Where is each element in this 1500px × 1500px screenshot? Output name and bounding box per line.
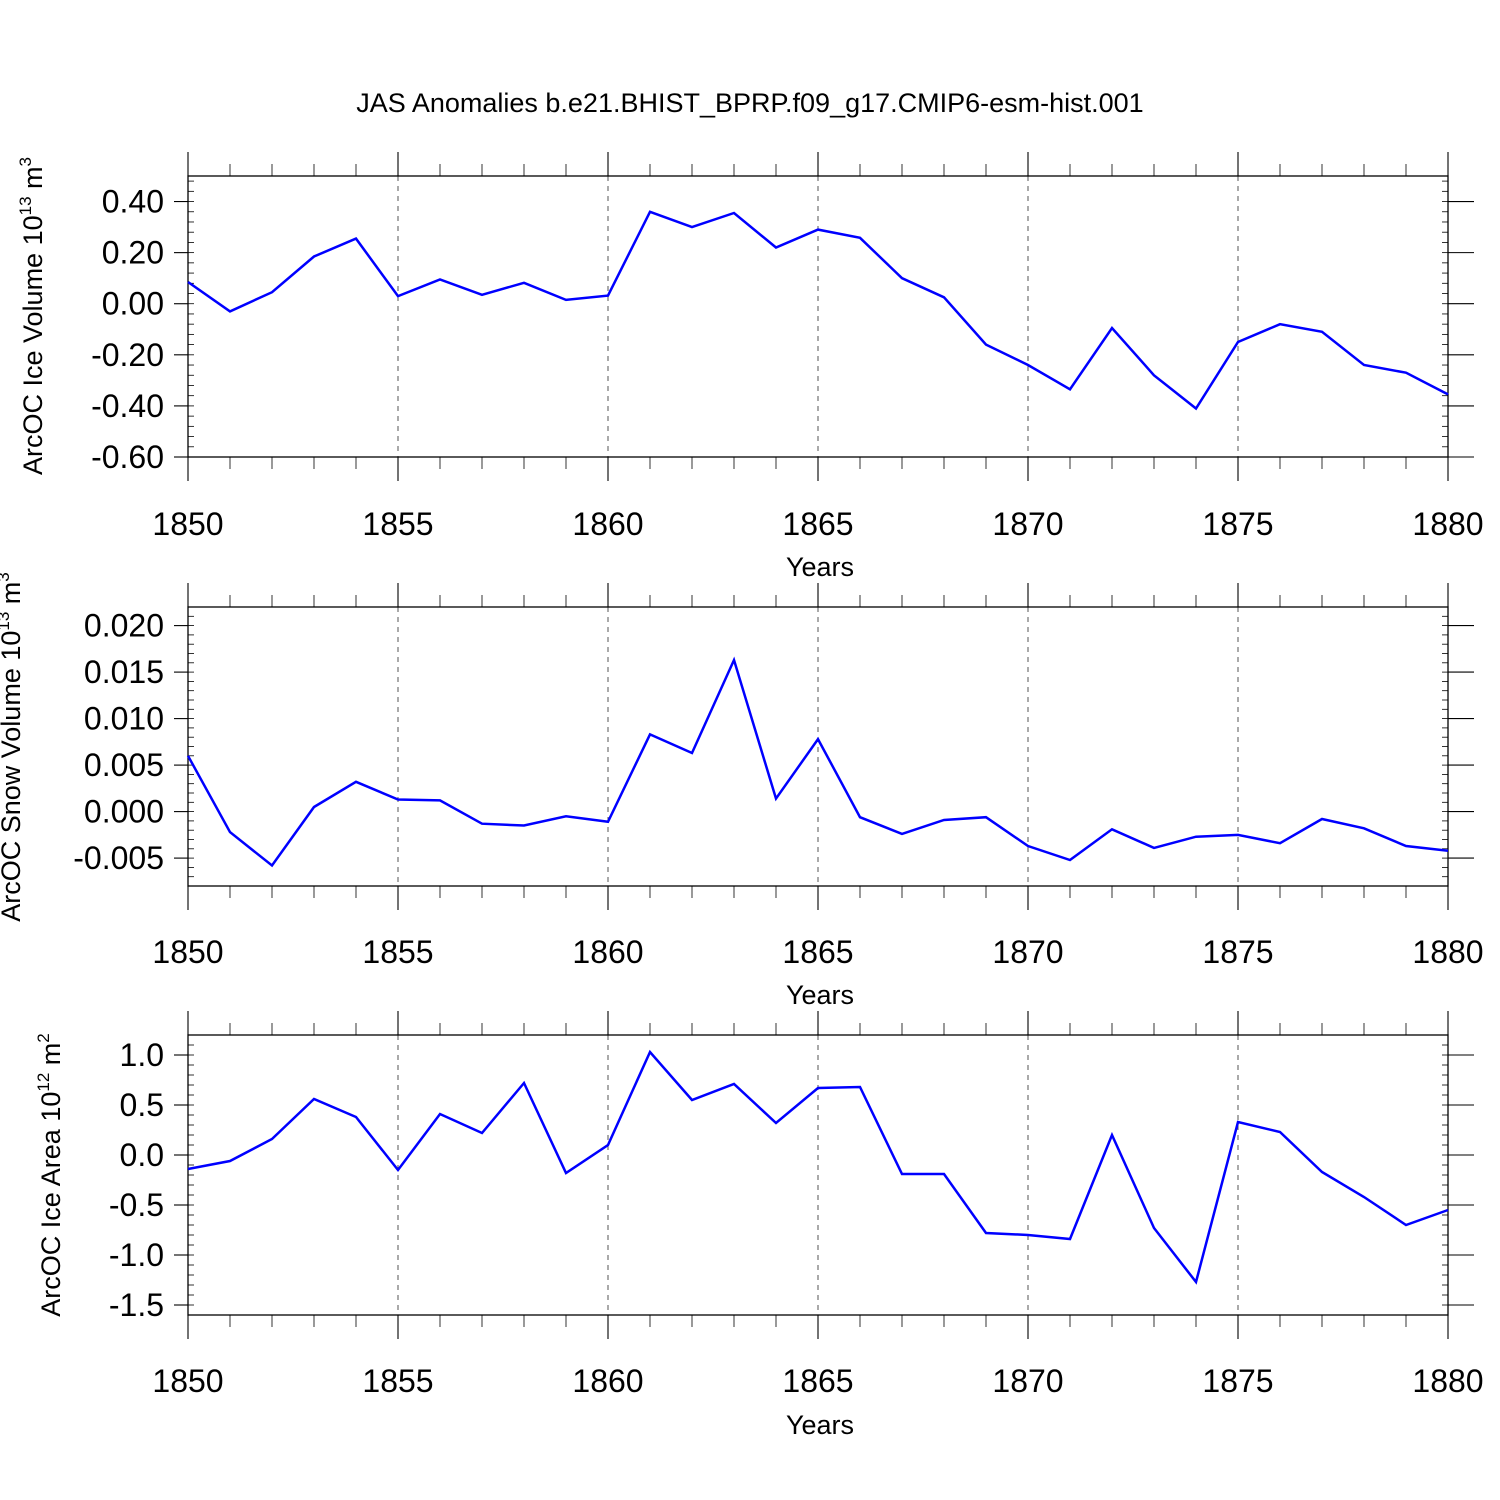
y-axis-title-unit: m: [36, 1043, 66, 1073]
y-axis-title-text: ArcOC Snow Volume 10: [0, 631, 26, 922]
x-tick-label: 1855: [362, 506, 433, 542]
y-tick-label: 0.020: [84, 608, 164, 644]
x-tick-label: 1875: [1202, 934, 1273, 970]
x-tick-label: 1865: [782, 506, 853, 542]
y-axis-title-exponent: 13: [0, 612, 13, 631]
x-tick-label: 1855: [362, 934, 433, 970]
y-tick-label: 0.015: [84, 654, 164, 690]
figure-title: JAS Anomalies b.e21.BHIST_BPRP.f09_g17.C…: [356, 88, 1143, 118]
y-tick-label: -0.005: [73, 840, 164, 876]
x-tick-label: 1880: [1412, 934, 1483, 970]
x-tick-label: 1850: [152, 934, 223, 970]
y-axis-title: ArcOC Snow Volume 1013 m3: [0, 572, 26, 922]
x-tick-label: 1875: [1202, 506, 1273, 542]
x-tick-label: 1865: [782, 1363, 853, 1399]
x-tick-label: 1850: [152, 506, 223, 542]
y-tick-label: 0.5: [120, 1087, 164, 1123]
x-tick-label: 1870: [992, 506, 1063, 542]
y-tick-label: -0.40: [91, 388, 164, 424]
y-axis-title-text: ArcOC Ice Area 10: [36, 1092, 66, 1317]
x-axis-title: Years: [786, 1410, 854, 1440]
x-tick-label: 1850: [152, 1363, 223, 1399]
y-tick-label: 1.0: [120, 1037, 164, 1073]
y-tick-label: 0.20: [102, 235, 164, 271]
x-tick-label: 1855: [362, 1363, 433, 1399]
y-tick-label: -1.5: [109, 1287, 164, 1323]
x-axis-title: Years: [786, 552, 854, 582]
y-tick-label: -0.20: [91, 337, 164, 373]
x-axis-title: Years: [786, 980, 854, 1010]
y-axis-title-unit-exponent: 3: [16, 157, 35, 166]
x-tick-label: 1870: [992, 934, 1063, 970]
x-tick-label: 1860: [572, 506, 643, 542]
x-tick-label: 1870: [992, 1363, 1063, 1399]
data-series-line: [186, 656, 1449, 868]
y-axis-title-exponent: 13: [16, 196, 35, 215]
y-axis-title-text: ArcOC Ice Volume 10: [18, 215, 48, 475]
x-tick-label: 1860: [572, 1363, 643, 1399]
y-axis-title-unit: m: [18, 166, 48, 196]
y-tick-label: 0.000: [84, 794, 164, 830]
chart-panel-3: -1.5 -1.0 -0.5 0.0 0.5 1.0 1850 1855 1860 1865 187…: [34, 1011, 1484, 1440]
x-tick-label: 1875: [1202, 1363, 1273, 1399]
data-series-line: [187, 210, 1449, 411]
y-tick-label: 0.010: [84, 701, 164, 737]
y-axis-title-unit-exponent: 2: [34, 1033, 53, 1042]
x-tick-label: 1880: [1412, 1363, 1483, 1399]
y-tick-label: 0.00: [102, 286, 164, 322]
x-tick-label: 1880: [1412, 506, 1483, 542]
y-axis-title: ArcOC Ice Area 1012 m2: [34, 1033, 66, 1317]
y-axis-title-unit-exponent: 3: [0, 572, 13, 581]
y-axis-title: ArcOC Ice Volume 1013 m3: [16, 157, 48, 475]
y-tick-label: 0.0: [120, 1137, 164, 1173]
chart-panel-2: -0.005 0.000 0.005 0.010 0.015 0.020 1850 1855 1…: [0, 572, 1484, 1010]
chart-panel-1: -0.60 -0.40 -0.20 0.00 0.20 0.40 1850 1855 1860 1…: [16, 152, 1484, 582]
panels: -0.60 -0.40 -0.20 0.00 0.20 0.40 1850 1855 1860 1…: [0, 152, 1484, 1440]
y-tick-label: 0.005: [84, 747, 164, 783]
x-tick-label: 1865: [782, 934, 853, 970]
y-tick-label: -1.0: [109, 1237, 164, 1273]
y-tick-label: -0.60: [91, 439, 164, 475]
y-axis-title-unit: m: [0, 582, 26, 612]
y-tick-label: -0.5: [109, 1187, 164, 1223]
x-tick-label: 1860: [572, 934, 643, 970]
y-tick-label: 0.40: [102, 184, 164, 220]
y-axis-title-exponent: 12: [34, 1073, 53, 1092]
data-series-line: [187, 1049, 1449, 1285]
